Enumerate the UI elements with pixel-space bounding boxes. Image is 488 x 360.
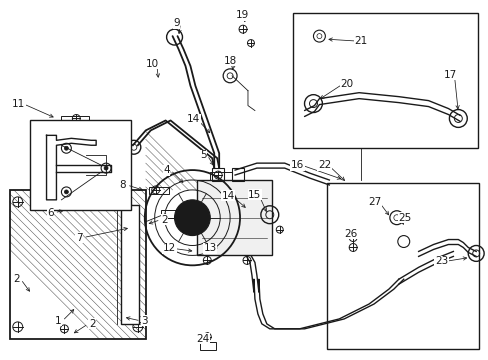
Text: 2: 2: [14, 274, 20, 284]
Text: 14: 14: [221, 191, 234, 201]
Text: 21: 21: [354, 36, 367, 46]
Bar: [148, 187, 168, 194]
Text: 10: 10: [146, 59, 159, 69]
Text: 1: 1: [55, 316, 61, 326]
Text: 11: 11: [12, 99, 25, 109]
Bar: [161, 210, 182, 218]
Text: 5: 5: [200, 150, 206, 160]
Text: 6: 6: [47, 208, 54, 218]
Bar: [292, 13, 477, 148]
Bar: [232, 168, 244, 181]
Circle shape: [64, 190, 68, 194]
Text: 19: 19: [235, 10, 248, 20]
Text: 23: 23: [434, 256, 447, 266]
Bar: [212, 168, 224, 181]
Text: 14: 14: [186, 114, 200, 125]
Bar: [200, 342, 216, 350]
Text: 4: 4: [163, 165, 169, 175]
Text: 17: 17: [443, 70, 456, 80]
Text: 7: 7: [76, 233, 82, 243]
Bar: [30, 121, 131, 210]
Text: 2: 2: [89, 319, 95, 329]
Text: 25: 25: [397, 213, 410, 223]
Text: 18: 18: [223, 56, 236, 66]
Circle shape: [174, 200, 210, 235]
Bar: [197, 180, 271, 255]
Bar: [121, 205, 139, 324]
Text: 2: 2: [161, 215, 167, 225]
Text: 20: 20: [340, 79, 353, 89]
Circle shape: [104, 166, 108, 170]
Text: 13: 13: [203, 243, 217, 253]
Text: 12: 12: [163, 243, 176, 253]
Bar: [326, 183, 478, 349]
Text: 8: 8: [120, 180, 126, 190]
Text: 22: 22: [317, 160, 330, 170]
Text: 16: 16: [290, 160, 304, 170]
Text: 27: 27: [367, 197, 381, 207]
Bar: [61, 116, 89, 123]
Circle shape: [64, 146, 68, 150]
Bar: [210, 172, 232, 180]
Text: 15: 15: [248, 190, 261, 200]
Text: 9: 9: [173, 18, 180, 28]
Text: 3: 3: [141, 316, 148, 326]
Bar: [10, 190, 145, 339]
Text: 26: 26: [344, 229, 357, 239]
Text: 24: 24: [196, 334, 209, 344]
